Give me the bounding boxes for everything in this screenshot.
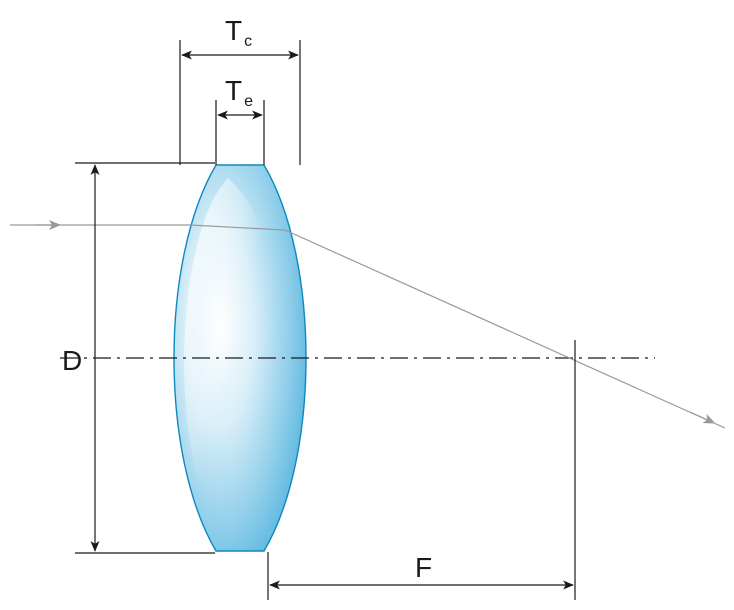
- light-ray: [10, 225, 725, 428]
- label-D: D: [62, 345, 82, 376]
- dimension-Te: [216, 100, 264, 165]
- label-Te: Te: [225, 75, 253, 110]
- label-F: F: [415, 552, 432, 583]
- lens-diagram: D Tc Te F: [0, 0, 734, 610]
- label-Tc: Tc: [225, 15, 252, 50]
